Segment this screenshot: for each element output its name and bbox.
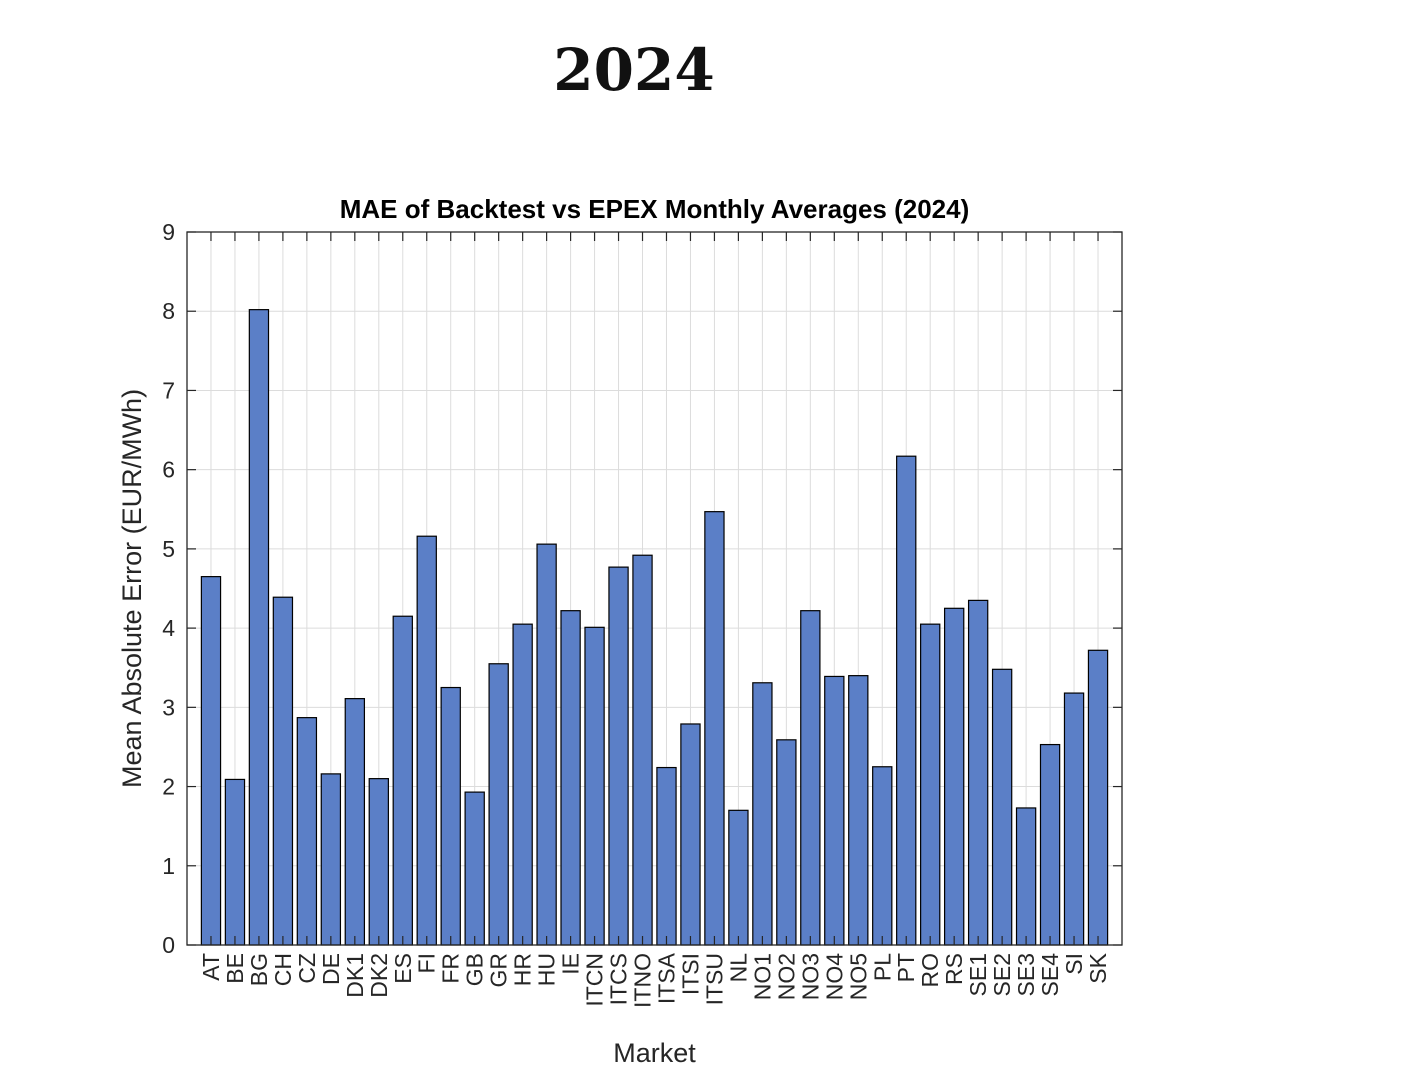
page-heading: 2024 (553, 36, 715, 104)
bar-no2 (776, 739, 797, 946)
x-tick-label: SE4 (1037, 953, 1063, 997)
x-tick-label: NO2 (773, 953, 799, 1000)
x-tick-label: ITCN (582, 953, 608, 1007)
axis-ticks: 0 1 2 3 4 5 6 7 8 9 ATBEBGCHCZDEDK1DK2ESFIFRGBGRHR… (162, 219, 1122, 1008)
x-tick-label: GB (462, 953, 488, 986)
bar-hu (536, 543, 557, 946)
x-tick-label: SE3 (1013, 953, 1039, 996)
bar-sk (1087, 649, 1109, 946)
y-tick-label: 0 (162, 932, 175, 958)
y-tick-label: 7 (162, 377, 175, 403)
x-tick-label: SI (1061, 953, 1087, 975)
x-tick-label: NO1 (749, 953, 775, 1000)
x-tick-label: NL (725, 953, 751, 983)
x-tick-label: PT (893, 953, 919, 982)
bar-ro (920, 623, 941, 946)
x-tick-label: SK (1085, 952, 1111, 983)
bar-cz (296, 717, 318, 946)
bar-be (224, 778, 246, 946)
y-tick-label: 6 (162, 457, 175, 483)
x-tick-label: ITNO (630, 953, 656, 1008)
x-tick-label: NO4 (821, 953, 847, 1001)
plot-area-background (187, 232, 1122, 945)
bar-itsi (680, 723, 701, 946)
x-tick-label: PL (869, 953, 895, 981)
x-tick-label: NO5 (845, 953, 871, 1000)
bar-no3 (800, 610, 821, 946)
x-tick-label: ITSI (677, 953, 703, 995)
bar-se4 (1039, 743, 1061, 946)
bar-se1 (967, 599, 989, 946)
bar-itsu (704, 511, 725, 946)
x-tick-label: SE1 (965, 953, 991, 996)
x-tick-label: HR (510, 953, 536, 986)
bar-ie (560, 610, 581, 946)
x-tick-label: IE (558, 953, 584, 975)
x-tick-label: AT (198, 953, 224, 981)
y-tick-label: 1 (162, 853, 175, 879)
bar-si (1063, 692, 1085, 946)
y-tick-label: 5 (162, 536, 175, 562)
y-tick-label: 2 (162, 774, 175, 800)
bar-es (392, 615, 413, 946)
plot-area-frame (186, 231, 1123, 946)
bar-itcs (608, 566, 629, 946)
bar-itcn (584, 626, 605, 946)
x-tick-label: HU (534, 953, 560, 986)
x-tick-label: DK2 (366, 953, 392, 998)
bar-bg (248, 309, 270, 946)
x-tick-label: ITSA (653, 952, 679, 1004)
bar-nl (728, 809, 749, 946)
y-axis-label: Mean Absolute Error (EUR/MWh) (117, 389, 147, 788)
bar-gb (464, 791, 485, 946)
bar-at (200, 576, 222, 946)
x-tick-label: BG (246, 953, 272, 986)
bar-se2 (991, 668, 1013, 946)
y-tick-label: 8 (162, 298, 175, 324)
x-tick-label: FR (438, 953, 464, 984)
bar-fi (416, 535, 437, 946)
bar-dk2 (368, 778, 389, 946)
x-tick-label: DE (318, 953, 344, 985)
chart-title: MAE of Backtest vs EPEX Monthly Averages… (340, 194, 970, 224)
bar-rs (943, 607, 965, 946)
x-tick-label: GR (486, 953, 512, 988)
x-tick-label: RS (941, 953, 967, 985)
x-tick-label: DK1 (342, 953, 368, 998)
y-tick-label: 9 (162, 219, 175, 245)
bar-pt (896, 455, 917, 946)
y-tick-label: 4 (162, 615, 175, 641)
x-tick-label: ITSU (701, 953, 727, 1005)
bar-no1 (752, 682, 773, 946)
bar-no5 (848, 675, 869, 946)
x-tick-label: CH (270, 953, 296, 986)
bar-no4 (824, 675, 845, 946)
bar-ch (272, 596, 294, 946)
bar-gr (488, 663, 509, 946)
x-tick-label: NO3 (797, 953, 823, 1000)
bars (200, 309, 1109, 946)
bar-dk1 (344, 698, 366, 946)
bar-itsa (656, 766, 677, 946)
x-tick-label: CZ (294, 953, 320, 984)
y-tick-label: 3 (162, 694, 175, 720)
x-axis-label: Market (613, 1038, 696, 1068)
x-tick-label: ES (390, 953, 416, 984)
bar-itno (632, 554, 653, 946)
bar-fr (440, 686, 461, 946)
x-tick-label: ITCS (606, 953, 632, 1005)
x-tick-label: SE2 (989, 953, 1015, 996)
x-tick-label: FI (414, 953, 440, 973)
bar-se3 (1015, 807, 1037, 946)
bar-hr (512, 623, 533, 946)
bar-de (320, 773, 342, 946)
bar-pl (872, 766, 893, 946)
x-tick-label: BE (222, 953, 248, 984)
x-tick-label: RO (917, 953, 943, 988)
